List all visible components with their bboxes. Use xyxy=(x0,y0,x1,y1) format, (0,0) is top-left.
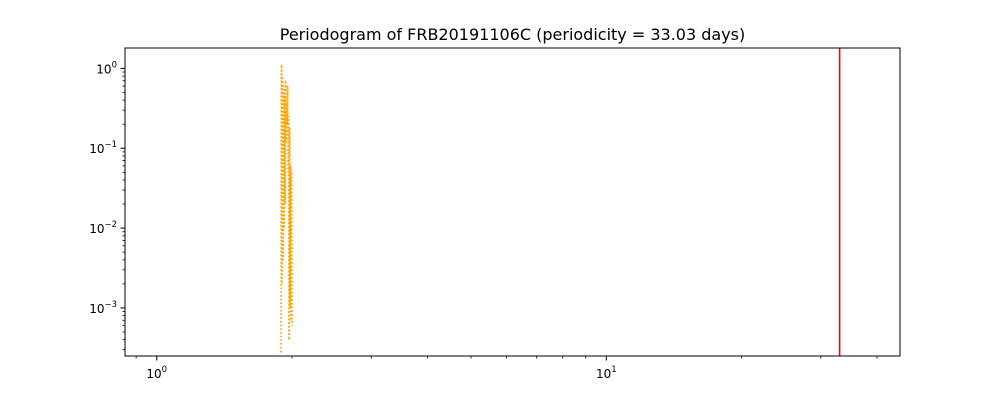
y-tick-label: 10−1 xyxy=(89,140,117,156)
data-point xyxy=(280,64,283,66)
y-axis: 100 10−1 10−2 10−3 xyxy=(89,60,125,351)
data-point xyxy=(284,203,286,205)
data-point xyxy=(287,171,289,173)
data-point xyxy=(289,127,291,129)
series-line-0 xyxy=(280,65,293,353)
chart-title: Periodogram of FRB20191106C (periodicity… xyxy=(280,25,746,44)
data-point xyxy=(290,165,292,167)
data-point xyxy=(282,259,284,261)
data-point xyxy=(289,307,291,309)
data-point xyxy=(285,141,287,143)
x-tick-label: 100 xyxy=(146,365,167,381)
data-point xyxy=(290,171,293,173)
data-point xyxy=(290,319,292,321)
data-point xyxy=(281,77,284,79)
data-point xyxy=(291,325,293,327)
axes-frame xyxy=(124,47,901,357)
data-point xyxy=(283,227,285,229)
data-point xyxy=(285,80,287,82)
data-point xyxy=(280,351,282,353)
series-layer xyxy=(280,64,293,353)
y-tick-label: 10−3 xyxy=(89,300,117,316)
data-point xyxy=(288,115,290,118)
y-tick-label: 100 xyxy=(96,60,117,76)
data-point xyxy=(286,123,288,125)
data-point xyxy=(286,104,288,106)
plot-area xyxy=(124,47,901,357)
data-point xyxy=(287,85,289,87)
data-point xyxy=(281,283,283,285)
data-point xyxy=(288,339,290,341)
data-point xyxy=(282,85,285,87)
x-axis: 100 101 xyxy=(135,356,878,381)
data-point xyxy=(284,95,286,97)
x-tick-label: 101 xyxy=(596,365,617,381)
y-tick-label: 10−2 xyxy=(89,220,117,236)
